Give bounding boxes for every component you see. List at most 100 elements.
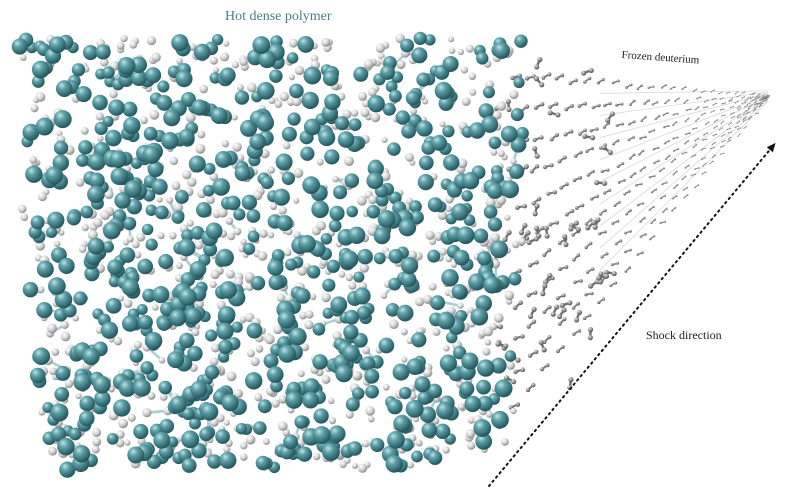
hydrogen-atom [127, 413, 136, 422]
deuterium-atom [742, 119, 744, 121]
deuterium-atom [688, 132, 691, 135]
carbon-atom [216, 322, 234, 340]
deuterium-atom [606, 168, 610, 172]
deuterium-atom [761, 95, 764, 97]
hydrogen-atom [410, 107, 418, 115]
deuterium-atom [669, 87, 672, 90]
deuterium-atom [683, 101, 686, 104]
hydrogen-atom [37, 192, 47, 202]
deuterium-atom [671, 197, 674, 200]
hydrogen-atom [264, 334, 275, 345]
deuterium-atom [744, 100, 746, 103]
deuterium-atom [564, 182, 569, 187]
deuterium-atom [572, 178, 577, 183]
hydrogen-atom [123, 299, 133, 309]
carbon-atom [431, 135, 448, 151]
carbon-atom [352, 387, 365, 400]
deuterium-atom [670, 160, 673, 164]
carbon-atom [174, 190, 189, 204]
deuterium-atom [650, 221, 653, 225]
carbon-atom [190, 226, 205, 240]
deuterium-atom [587, 334, 593, 341]
hydrogen-atom [186, 219, 194, 227]
deuterium-atom [524, 104, 530, 109]
deuterium-atom [720, 122, 722, 125]
carbon-atom [343, 324, 359, 340]
deuterium-atom [712, 160, 714, 162]
hydrogen-atom [496, 101, 507, 111]
carbon-atom [54, 387, 70, 402]
carbon-atom [32, 347, 51, 365]
deuterium-atom [715, 102, 717, 105]
deuterium-atom [616, 139, 620, 143]
deuterium-atom [694, 139, 696, 142]
hydrogen-atom [316, 220, 327, 231]
deuterium-atom [600, 255, 604, 259]
carbon-atom [333, 185, 348, 200]
hydrogen-atom [304, 320, 314, 330]
deuterium-atom [684, 85, 687, 88]
deuterium-atom [702, 106, 705, 109]
hydrogen-atom [497, 150, 505, 158]
hydrogen-atom [173, 202, 184, 213]
carbon-atom [335, 116, 350, 131]
carbon-atom [11, 38, 28, 55]
deuterium-atom [759, 96, 761, 98]
deuterium-atom [673, 158, 677, 161]
carbon-atom [387, 398, 403, 415]
deuterium-atom [724, 114, 726, 116]
hydrogen-atom [288, 73, 295, 81]
deuterium-atom [651, 103, 655, 106]
deuterium-atom [662, 167, 665, 170]
deuterium-atom [526, 239, 532, 245]
carbon-atom [508, 272, 522, 286]
carbon-atom [102, 66, 115, 79]
hydrogen-atom [166, 196, 174, 204]
deuterium-atom [682, 188, 685, 191]
carbon-atom [94, 390, 111, 407]
deuterium-atom [619, 239, 623, 243]
carbon-atom [387, 430, 405, 449]
carbon-atom [399, 386, 412, 400]
carbon-atom [382, 102, 396, 116]
carbon-atom [158, 380, 173, 395]
deuterium-atom [724, 133, 726, 136]
hydrogen-atom [407, 461, 415, 469]
carbon-atom [221, 394, 239, 412]
deuterium-atom [718, 129, 721, 131]
deuterium-atom [623, 192, 627, 196]
deuterium-atom [727, 138, 729, 141]
carbon-atom [258, 50, 276, 69]
deuterium-atom [603, 208, 607, 213]
hydrogen-atom [159, 393, 168, 401]
deuterium-atom [757, 112, 760, 114]
carbon-atom [127, 446, 145, 464]
deuterium-atom [744, 117, 746, 119]
hydrogen-atom [504, 214, 511, 221]
deuterium-atom [652, 85, 655, 88]
hydrogen-atom [422, 367, 433, 378]
deuterium-atom [568, 81, 573, 86]
carbon-atom [324, 93, 341, 111]
hydrogen-atom [273, 325, 283, 335]
carbon-atom [473, 228, 489, 244]
deuterium-atom [555, 112, 561, 118]
deuterium-atom [579, 278, 583, 283]
deuterium-atom [732, 105, 735, 108]
carbon-atom [29, 367, 46, 384]
carbon-atom [373, 227, 391, 245]
deuterium-atom [537, 196, 542, 201]
deuterium-atom [540, 225, 545, 231]
deuterium-atom [703, 133, 705, 136]
hydrogen-atom [359, 263, 369, 273]
carbon-atom [267, 259, 284, 276]
deuterium-atom [663, 142, 667, 145]
carbon-atom [284, 258, 298, 271]
deuterium-atom [729, 136, 732, 138]
deuterium-atom [672, 137, 675, 140]
carbon-atom [256, 81, 275, 100]
deuterium-atom [709, 162, 712, 165]
carbon-atom [276, 214, 293, 231]
carbon-atom [416, 72, 431, 87]
deuterium-atom [613, 203, 617, 208]
